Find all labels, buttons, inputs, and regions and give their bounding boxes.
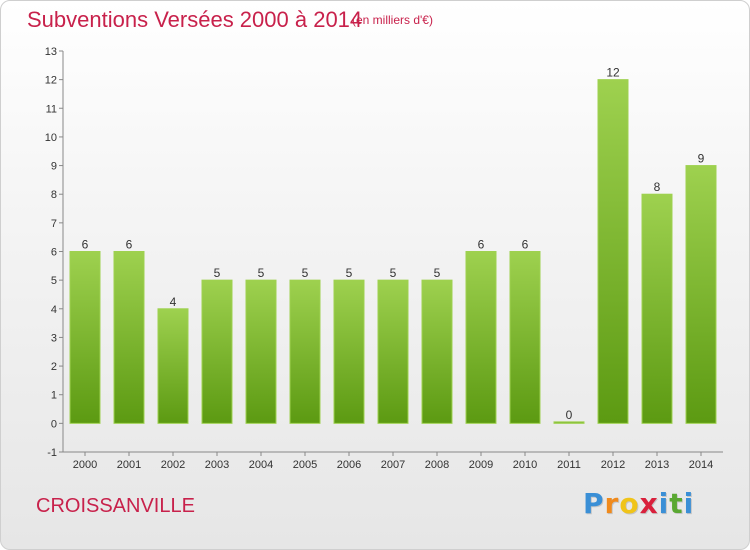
y-tick-label: 3 — [51, 332, 57, 344]
x-tick-label: 2012 — [601, 459, 625, 471]
y-tick-label: 5 — [51, 275, 57, 287]
chart-unit-note: (en milliers d'€) — [352, 13, 433, 27]
proxiti-logo: Proxiti — [583, 487, 694, 520]
y-tick-label: 9 — [51, 161, 57, 173]
logo-letter: o — [619, 487, 640, 520]
x-tick-label: 2009 — [469, 459, 493, 471]
logo-letter: i — [683, 487, 695, 520]
logo-letter: r — [604, 487, 620, 520]
x-tick-label: 2010 — [513, 459, 537, 471]
bar — [69, 251, 101, 424]
y-tick-label: 1 — [51, 390, 57, 402]
bar-value-label: 5 — [258, 266, 265, 280]
bar-value-label: 9 — [698, 152, 705, 166]
bar — [113, 251, 145, 424]
bar — [465, 251, 497, 424]
x-tick-label: 2011 — [557, 459, 581, 471]
logo-letter: P — [583, 487, 605, 520]
logo-letter: t — [669, 487, 684, 520]
logo-letter: x — [639, 487, 659, 520]
x-tick-label: 2004 — [249, 459, 273, 471]
y-tick-label: 0 — [51, 418, 57, 430]
y-tick-label: 13 — [45, 46, 57, 58]
bar — [245, 279, 277, 424]
bar — [157, 308, 189, 424]
y-tick-label: 7 — [51, 218, 57, 230]
bar-value-label: 5 — [214, 266, 221, 280]
x-tick-label: 2006 — [337, 459, 361, 471]
bar-value-label: 5 — [346, 266, 353, 280]
bar-value-label: 4 — [170, 295, 177, 309]
bars — [69, 79, 717, 424]
data-labels: 6 6 4 5 5 5 5 5 5 6 6 0 12 8 9 — [82, 66, 705, 422]
bar-value-label: 8 — [654, 180, 661, 194]
y-tick-label: 4 — [51, 304, 57, 316]
chart-title: Subventions Versées 2000 à 2014 — [27, 7, 363, 32]
y-tick-label: -1 — [47, 447, 57, 459]
bar-value-label: 5 — [302, 266, 309, 280]
x-tick-label: 2000 — [73, 459, 97, 471]
y-tick-label: 8 — [51, 189, 57, 201]
bar-value-label: 6 — [126, 238, 133, 252]
y-tick-label: 2 — [51, 361, 57, 373]
x-tick-label: 2007 — [381, 459, 405, 471]
x-tick-label: 2002 — [161, 459, 185, 471]
bar — [685, 165, 717, 424]
bar — [641, 193, 673, 424]
bar — [201, 279, 233, 424]
bar-value-label: 6 — [522, 238, 529, 252]
x-tick-label: 2001 — [117, 459, 141, 471]
commune-name: CROISSANVILLE — [36, 495, 195, 517]
x-tick-label: 2003 — [205, 459, 229, 471]
bar — [377, 279, 409, 424]
bar — [553, 421, 585, 424]
y-tick-label: 12 — [45, 75, 57, 87]
y-tick-label: 6 — [51, 247, 57, 259]
bar-value-label: 6 — [82, 238, 89, 252]
x-tick-label: 2013 — [645, 459, 669, 471]
bar-value-label: 5 — [434, 266, 441, 280]
bar-value-label: 12 — [606, 66, 620, 80]
bar-value-label: 6 — [478, 238, 485, 252]
logo-letter: i — [658, 487, 670, 520]
bar — [421, 279, 453, 424]
bar — [597, 79, 629, 424]
bar — [289, 279, 321, 424]
bar-value-label: 0 — [566, 408, 573, 422]
x-tick-label: 2005 — [293, 459, 317, 471]
y-tick-label: 10 — [45, 132, 57, 144]
bar-value-label: 5 — [390, 266, 397, 280]
bar — [333, 279, 365, 424]
x-axis: 2000 2001 2002 2003 2004 2005 2006 2007 2008 2009… — [63, 451, 723, 471]
y-tick-label: 11 — [46, 103, 57, 115]
bar — [509, 251, 541, 424]
x-tick-label: 2014 — [689, 459, 713, 471]
x-tick-label: 2008 — [425, 459, 449, 471]
